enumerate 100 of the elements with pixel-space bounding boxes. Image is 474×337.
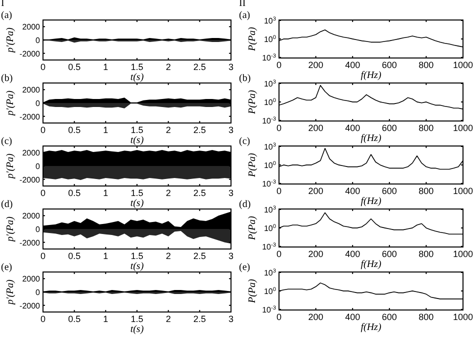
x-tick-label: 3	[228, 125, 234, 135]
y-tick-label: 0	[36, 36, 41, 45]
y-tick-label: -2000	[20, 238, 41, 248]
y-axis-title: p′(Pa)	[5, 90, 16, 116]
y-tick-label: 10$^{-3}$	[262, 305, 276, 314]
y-tick-label: -2000	[20, 112, 41, 122]
x-axis-title: f(Hz)	[360, 259, 382, 270]
x-tick-label: 1	[103, 62, 108, 72]
x-tick-label: 400	[345, 312, 360, 322]
x-tick-label: 1000	[452, 60, 474, 70]
x-tick-label: 2.5	[193, 62, 206, 72]
x-tick-label: 1.5	[130, 314, 144, 324]
chart-title: (e)	[1, 262, 12, 273]
x-axis-title: f(Hz)	[360, 196, 382, 207]
y-tick-label: 2000	[22, 274, 41, 284]
x-tick-label: 600	[382, 60, 397, 70]
y-tick-label: 10$^{0}$	[264, 160, 276, 170]
y-axis-title: p′(Pa)	[5, 26, 16, 54]
y-tick-label: 2000	[22, 148, 41, 158]
x-tick-label: 600	[382, 186, 397, 196]
chart-title: (d)	[239, 199, 251, 210]
x-tick-label: 600	[382, 123, 397, 133]
y-tick-label: 2000	[22, 212, 41, 221]
y-tick-label: 10$^{0}$	[264, 286, 276, 296]
y-tick-label: 0	[36, 225, 41, 234]
chart-title: (c)	[1, 136, 12, 147]
x-tick-label: 1000	[452, 312, 474, 322]
x-tick-label: 2	[166, 314, 171, 324]
chart-title: (b)	[239, 73, 251, 84]
y-tick-label: 10$^{0}$	[264, 224, 276, 233]
y-tick-label: 10$^{-3}$	[262, 53, 276, 62]
x-tick-label: 200	[308, 249, 324, 259]
x-tick-label: 1000	[452, 186, 474, 196]
x-tick-label: 600	[382, 249, 397, 259]
y-axis-title: p′(Pa)	[5, 152, 16, 180]
x-tick-label: 1000	[452, 249, 474, 259]
x-tick-label: 1000	[452, 123, 474, 133]
y-tick-label: 2000	[22, 22, 41, 32]
y-axis-title: p′(Pa)	[5, 278, 16, 306]
x-tick-label: 1.5	[130, 188, 144, 198]
chart-title: (c)	[239, 136, 250, 147]
y-axis-title: P(Pa)	[247, 89, 258, 115]
chart-title: (a)	[239, 10, 250, 21]
y-tick-label: 10$^{3}$	[264, 142, 276, 152]
y-tick-label: -2000	[20, 301, 41, 310]
y-tick-label: 10$^{-3}$	[262, 242, 276, 252]
x-tick-label: 2	[166, 251, 171, 261]
x-tick-label: 3	[228, 251, 234, 261]
x-tick-label: 800	[418, 60, 434, 70]
chart-title: (e)	[239, 262, 250, 273]
y-tick-label: 10$^{3}$	[264, 205, 276, 214]
x-tick-label: 1.5	[130, 125, 144, 135]
x-tick-label: 800	[418, 249, 434, 259]
x-tick-label: 200	[308, 123, 324, 133]
y-tick-label: 10$^{3}$	[264, 79, 276, 88]
chart-title: (d)	[1, 199, 13, 210]
x-tick-label: 1	[103, 125, 108, 135]
x-tick-label: 400	[345, 123, 360, 133]
y-tick-label: -2000	[20, 49, 41, 58]
x-tick-label: 1	[103, 251, 108, 261]
y-tick-label: 10$^{0}$	[264, 34, 276, 44]
x-tick-label: 3	[228, 314, 234, 324]
y-tick-label: 10$^{3}$	[264, 16, 276, 26]
y-tick-label: 10$^{-3}$	[262, 116, 276, 126]
x-tick-label: 2.5	[193, 314, 206, 324]
x-tick-label: 200	[308, 60, 324, 70]
x-tick-label: 400	[345, 186, 360, 196]
x-tick-label: 3	[228, 188, 234, 198]
x-axis-title: f(Hz)	[360, 133, 382, 144]
x-axis-title: t(s)	[130, 261, 144, 272]
x-tick-label: 800	[418, 312, 434, 322]
x-tick-label: 0.5	[68, 62, 81, 72]
y-tick-label: 10$^{-3}$	[262, 179, 276, 188]
y-tick-label: 2000	[22, 86, 41, 95]
x-tick-label: 600	[382, 312, 397, 322]
x-tick-label: 0.5	[68, 125, 81, 135]
x-tick-label: 2.5	[193, 125, 206, 135]
x-tick-label: 1.5	[130, 251, 144, 261]
x-tick-label: 800	[418, 123, 434, 133]
x-axis-title: t(s)	[130, 72, 144, 83]
x-tick-label: 400	[345, 60, 360, 70]
y-tick-label: 0	[36, 99, 41, 108]
y-tick-label: -2000	[20, 175, 41, 184]
chart-title: (b)	[1, 73, 13, 84]
x-axis-title: t(s)	[130, 135, 144, 146]
x-tick-label: 2	[166, 125, 171, 135]
y-tick-label: 0	[36, 288, 41, 297]
chart-title: (a)	[1, 10, 12, 21]
x-tick-label: 2	[166, 62, 171, 72]
x-tick-label: 200	[308, 312, 324, 322]
x-axis-title: f(Hz)	[360, 322, 382, 333]
x-axis-title: t(s)	[130, 324, 144, 335]
x-tick-label: 1.5	[130, 62, 144, 72]
y-axis-title: P(Pa)	[247, 215, 258, 241]
x-axis-title: f(Hz)	[360, 70, 382, 81]
y-tick-label: 0	[36, 162, 41, 171]
x-axis-title: t(s)	[130, 198, 144, 209]
x-tick-label: 200	[308, 186, 324, 196]
y-axis-title: P(Pa)	[247, 152, 258, 178]
x-tick-label: 2.5	[193, 251, 206, 261]
